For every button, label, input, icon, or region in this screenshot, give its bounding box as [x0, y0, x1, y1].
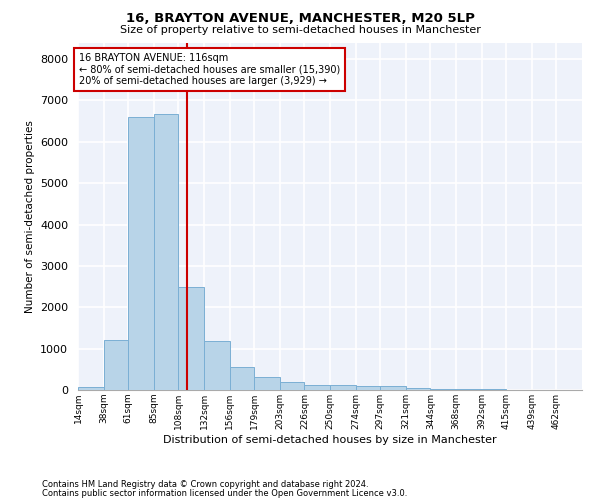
Bar — [128, 117, 154, 390]
Bar — [254, 377, 280, 390]
Bar — [280, 382, 304, 390]
Bar — [104, 340, 128, 390]
Text: 16 BRAYTON AVENUE: 116sqm
← 80% of semi-detached houses are smaller (15,390)
20%: 16 BRAYTON AVENUE: 116sqm ← 80% of semi-… — [79, 53, 340, 86]
Bar — [330, 385, 356, 390]
Bar — [304, 384, 330, 390]
Text: 16, BRAYTON AVENUE, MANCHESTER, M20 5LP: 16, BRAYTON AVENUE, MANCHESTER, M20 5LP — [125, 12, 475, 26]
Bar — [178, 288, 204, 390]
Bar — [456, 389, 482, 390]
X-axis label: Distribution of semi-detached houses by size in Manchester: Distribution of semi-detached houses by … — [163, 434, 497, 444]
Bar — [204, 341, 230, 390]
Text: Contains HM Land Registry data © Crown copyright and database right 2024.: Contains HM Land Registry data © Crown c… — [42, 480, 368, 489]
Text: Size of property relative to semi-detached houses in Manchester: Size of property relative to semi-detach… — [119, 25, 481, 35]
Bar — [230, 367, 254, 390]
Y-axis label: Number of semi-detached properties: Number of semi-detached properties — [25, 120, 35, 312]
Bar — [430, 389, 456, 390]
Bar — [78, 386, 104, 390]
Bar — [154, 114, 178, 390]
Text: Contains public sector information licensed under the Open Government Licence v3: Contains public sector information licen… — [42, 488, 407, 498]
Bar — [380, 386, 406, 390]
Bar — [356, 386, 380, 390]
Bar — [406, 388, 430, 390]
